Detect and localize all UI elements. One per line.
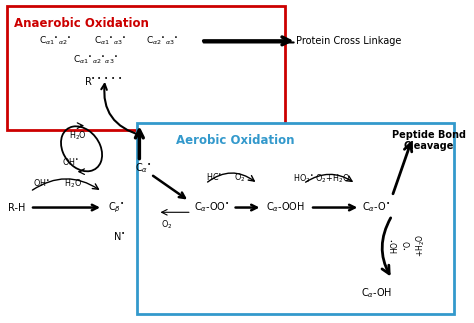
Text: OH$^{\bullet}$      H$_2$O: OH$^{\bullet}$ H$_2$O [33, 177, 82, 190]
Text: C$_{\alpha}$$^{\bullet}$: C$_{\alpha}$$^{\bullet}$ [136, 161, 152, 175]
Text: C$_{\alpha1}$$^{\bullet}$$_{\alpha2}$$^{\bullet}$: C$_{\alpha1}$$^{\bullet}$$_{\alpha2}$$^{… [39, 35, 72, 47]
Text: HC$^{\bullet}$     O$_2$: HC$^{\bullet}$ O$_2$ [206, 171, 246, 183]
Text: Protein Cross Linkage: Protein Cross Linkage [296, 36, 401, 46]
Text: C$_{\alpha2}$$^{\bullet}$$_{\alpha3}$$^{\bullet}$: C$_{\alpha2}$$^{\bullet}$$_{\alpha3}$$^{… [146, 35, 178, 47]
Text: HO$^{\bullet}$
$^{\bullet}$O
+H$_2$O: HO$^{\bullet}$ $^{\bullet}$O +H$_2$O [389, 234, 427, 257]
Text: C$_{\alpha}$-O$^{\bullet}$: C$_{\alpha}$-O$^{\bullet}$ [362, 201, 390, 214]
Text: C$_{\alpha}$-OO$^{\bullet}$: C$_{\alpha}$-OO$^{\bullet}$ [194, 201, 230, 214]
Text: Anaerobic Oxidation: Anaerobic Oxidation [14, 17, 149, 30]
Text: C$_{\alpha}$-OH: C$_{\alpha}$-OH [361, 286, 392, 300]
Text: Peptide Bond
Cleavage: Peptide Bond Cleavage [392, 130, 465, 151]
Text: C$_{\alpha1}$$^{\bullet}$$_{\alpha3}$$^{\bullet}$: C$_{\alpha1}$$^{\bullet}$$_{\alpha3}$$^{… [93, 35, 126, 47]
Text: HO$_2$$^{\bullet}$ O$_2$+H$_2$O: HO$_2$$^{\bullet}$ O$_2$+H$_2$O [293, 173, 350, 185]
Text: N$^{\bullet}$: N$^{\bullet}$ [113, 230, 125, 242]
Text: C$_{\alpha}$-OOH: C$_{\alpha}$-OOH [265, 201, 305, 214]
Text: H$_2$O: H$_2$O [69, 130, 87, 142]
Text: OH$^{\bullet}$: OH$^{\bullet}$ [62, 156, 79, 167]
Text: R-H: R-H [8, 203, 25, 213]
Bar [137, 123, 454, 314]
Bar [7, 6, 285, 130]
Text: R$^{\bullet\bullet\bullet\bullet\bullet}$: R$^{\bullet\bullet\bullet\bullet\bullet}… [84, 75, 122, 87]
Text: O$_2$: O$_2$ [161, 219, 173, 231]
Text: Aerobic Oxidation: Aerobic Oxidation [176, 134, 294, 147]
Text: C$_{\beta}$$^{\bullet}$: C$_{\beta}$$^{\bullet}$ [108, 200, 125, 215]
Text: C$_{\alpha1}$$^{\bullet}$$_{\alpha2}$$^{\bullet}$$_{\alpha3}$$^{\bullet}$: C$_{\alpha1}$$^{\bullet}$$_{\alpha2}$$^{… [73, 54, 119, 66]
